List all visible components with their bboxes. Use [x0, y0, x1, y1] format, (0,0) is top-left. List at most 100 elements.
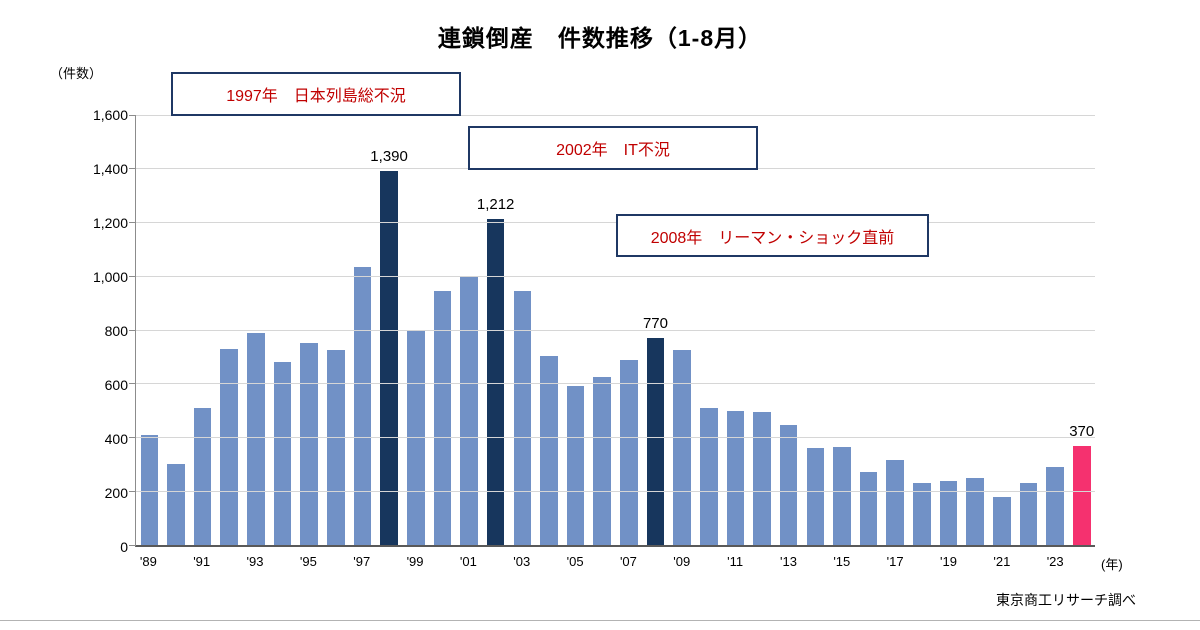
bar-slot-1990: [163, 115, 190, 545]
bar-slot-2013: [775, 115, 802, 545]
x-tick-label: '03: [513, 554, 531, 569]
bar-slot-1994: [269, 115, 296, 545]
bar-value-label-2024: 370: [1069, 422, 1095, 440]
y-tick-label: 800: [104, 323, 128, 339]
bar-slot-2016: [855, 115, 882, 545]
bar-slot-2001: [456, 115, 483, 545]
bar-slot-2014: [802, 115, 829, 545]
bar-2023: [1046, 467, 1064, 545]
bar-slot-1992: [216, 115, 243, 545]
y-tick-mark: [129, 275, 136, 277]
bar-2016: [859, 472, 878, 545]
bar-slot-2019: [935, 115, 962, 545]
annotation-text: 1997年 日本列島総不況: [226, 88, 406, 105]
bar-1991: [193, 407, 212, 545]
x-tick-label: '09: [673, 554, 691, 569]
x-tick-label: '23: [1046, 554, 1064, 569]
x-axis-unit-label: (年): [1101, 557, 1123, 572]
bar-value-label-2002: 1,212: [476, 196, 515, 214]
x-tick-label: '05: [566, 554, 584, 569]
x-tick-label: [535, 554, 562, 569]
bar-slot-1993: [243, 115, 270, 545]
bar-1998: [380, 171, 398, 545]
bar-slot-1996: [322, 115, 349, 545]
bar-slot-2020: [962, 115, 989, 545]
x-tick-label: '89: [139, 554, 157, 569]
x-tick-label: '97: [353, 554, 371, 569]
gridline: [136, 383, 1095, 385]
y-tick-mark: [129, 383, 136, 385]
x-tick-label: '07: [619, 554, 637, 569]
y-tick-mark: [129, 329, 136, 331]
bar-slot-2005: [562, 115, 589, 545]
x-tick-label: '01: [459, 554, 477, 569]
x-tick-label: [215, 554, 242, 569]
bar-slot-1998: 1,390: [370, 115, 408, 545]
bar-2004: [540, 355, 558, 545]
x-tick-label: [748, 554, 775, 569]
y-tick-mark: [129, 490, 136, 492]
bar-slot-2003: [509, 115, 536, 545]
bar-2009: [673, 350, 691, 545]
bar-2011: [726, 410, 745, 545]
y-axis-unit-label: （件数）: [50, 66, 103, 81]
plot-area: 1,390 1,212 770 370: [129, 114, 1095, 547]
bar-slot-2000: [429, 115, 456, 545]
bar-1989: [140, 434, 159, 545]
bar-slot-2007: [616, 115, 643, 545]
y-tick-mark: [129, 168, 136, 170]
bar-2019: [939, 480, 958, 545]
bar-value-label-1998: 1,390: [370, 148, 408, 166]
x-tick-label: [695, 554, 722, 569]
bar-2020: [966, 477, 984, 545]
x-tick-label: [962, 554, 989, 569]
bar-2003: [513, 291, 532, 545]
y-tick-label: 1,200: [92, 215, 128, 231]
bar-slot-2008: 770: [642, 115, 669, 545]
y-tick-label: 200: [104, 485, 128, 501]
x-axis-labels: '89 '91 '93 '95 '97 '99 '01 '03 '05 '07 '09 '11 '13 '…: [135, 554, 1095, 569]
x-tick-label: [1015, 554, 1042, 569]
gridline: [136, 437, 1095, 438]
bar-2008: [646, 338, 665, 545]
bar-slot-2011: [722, 115, 749, 545]
y-tick-mark: [129, 544, 136, 546]
y-tick-mark: [129, 114, 136, 116]
bar-2017: [886, 460, 905, 545]
bar-slot-2002: 1,212: [477, 115, 514, 545]
bar-2005: [566, 386, 585, 545]
x-tick-label: [588, 554, 615, 569]
x-tick-label: '13: [779, 554, 797, 569]
bar-2021: [993, 496, 1011, 545]
x-tick-label: [375, 554, 402, 569]
bar-2018: [913, 483, 931, 545]
bar-2024: [1072, 445, 1091, 545]
x-tick-label: '91: [193, 554, 211, 569]
x-tick-label: '95: [299, 554, 317, 569]
bar-slot-2024: 370: [1068, 115, 1095, 545]
y-tick-label: 400: [104, 431, 128, 447]
x-tick-label: [268, 554, 295, 569]
bar-slot-2018: [909, 115, 936, 545]
bar-2001: [460, 276, 478, 545]
source-credit: 東京商工リサーチ調べ: [996, 592, 1136, 608]
x-tick-label: '21: [993, 554, 1011, 569]
x-tick-label: [642, 554, 669, 569]
x-tick-label: '11: [727, 554, 744, 569]
bar-slot-2015: [829, 115, 856, 545]
x-tick-label: '93: [246, 554, 264, 569]
bar-slot-2017: [882, 115, 909, 545]
x-tick-label: [1069, 554, 1096, 569]
x-tick-label: '17: [886, 554, 904, 569]
y-tick-label: 0: [120, 539, 128, 555]
bar-1996: [327, 350, 345, 545]
x-tick-label: [908, 554, 935, 569]
bar-slot-2009: [669, 115, 696, 545]
gridline: [136, 275, 1095, 277]
bar-slot-2021: [989, 115, 1016, 545]
bar-slot-2022: [1015, 115, 1042, 545]
bar-1997: [353, 266, 372, 545]
bar-2014: [806, 448, 825, 545]
y-tick-mark: [129, 222, 136, 223]
bar-2013: [779, 425, 798, 545]
